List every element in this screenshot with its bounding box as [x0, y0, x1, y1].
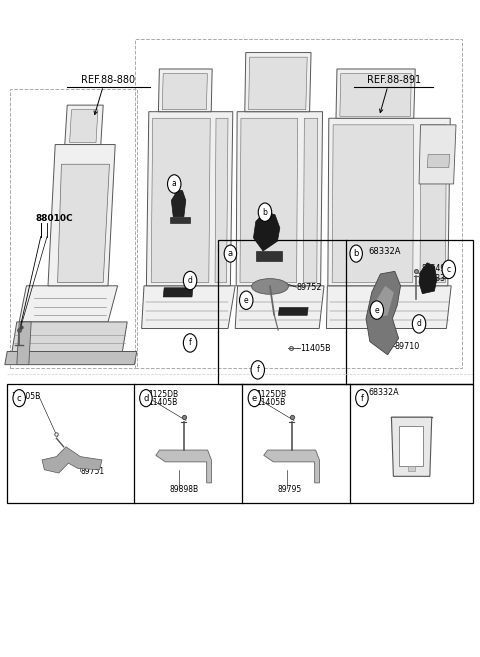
Text: 11405B: 11405B [256, 398, 285, 407]
Text: 89752: 89752 [297, 283, 322, 292]
Text: 68332A: 68332A [369, 388, 399, 397]
Polygon shape [235, 286, 324, 328]
Polygon shape [151, 118, 210, 283]
Circle shape [248, 390, 261, 407]
Text: c: c [447, 265, 451, 274]
Polygon shape [278, 307, 308, 315]
Text: f: f [360, 394, 363, 403]
Polygon shape [326, 286, 451, 328]
Polygon shape [48, 145, 115, 286]
Polygon shape [162, 74, 207, 110]
Polygon shape [328, 118, 450, 286]
Polygon shape [42, 447, 102, 473]
Text: c: c [17, 394, 22, 403]
Text: f: f [256, 365, 259, 374]
Text: d: d [143, 394, 149, 403]
Polygon shape [5, 351, 137, 365]
Circle shape [183, 334, 197, 352]
Polygon shape [408, 466, 415, 471]
Circle shape [13, 390, 25, 407]
Polygon shape [170, 217, 190, 223]
Text: 89710: 89710 [395, 342, 420, 351]
Text: e: e [252, 394, 257, 403]
Polygon shape [58, 164, 109, 283]
Circle shape [240, 291, 253, 309]
Text: 89795: 89795 [277, 485, 301, 494]
Text: REF.88-880: REF.88-880 [81, 76, 135, 85]
Text: 88010C: 88010C [36, 214, 73, 223]
Polygon shape [256, 251, 282, 261]
Circle shape [168, 175, 181, 193]
Text: REF.88-891: REF.88-891 [367, 76, 420, 85]
Circle shape [412, 315, 426, 333]
Polygon shape [158, 69, 212, 112]
Text: e: e [244, 296, 249, 305]
Text: 11405B: 11405B [300, 344, 331, 353]
Polygon shape [303, 118, 318, 283]
Text: e: e [374, 306, 379, 315]
Polygon shape [215, 118, 228, 283]
Text: 11405B: 11405B [11, 392, 40, 401]
Polygon shape [419, 263, 437, 294]
Polygon shape [171, 191, 186, 217]
Text: d: d [417, 319, 421, 328]
Text: 89751: 89751 [81, 466, 105, 476]
Text: 1125DB: 1125DB [256, 390, 286, 399]
Polygon shape [373, 286, 394, 317]
Polygon shape [419, 125, 456, 184]
Polygon shape [249, 57, 307, 110]
FancyBboxPatch shape [399, 426, 423, 466]
Text: 1125DB: 1125DB [148, 390, 178, 399]
Text: f: f [189, 338, 192, 348]
Circle shape [183, 271, 197, 290]
Polygon shape [142, 286, 235, 328]
Circle shape [224, 245, 237, 262]
Circle shape [370, 301, 384, 319]
Circle shape [140, 390, 152, 407]
Text: a: a [172, 179, 177, 189]
Polygon shape [332, 125, 414, 283]
Polygon shape [336, 69, 415, 118]
Text: 89898B: 89898B [169, 485, 198, 494]
Polygon shape [236, 112, 323, 286]
Circle shape [442, 260, 456, 279]
Polygon shape [391, 417, 432, 476]
Circle shape [350, 245, 362, 262]
Text: 68332A: 68332A [369, 247, 401, 256]
Polygon shape [240, 118, 298, 283]
Polygon shape [163, 288, 193, 297]
Polygon shape [366, 271, 400, 355]
Polygon shape [253, 212, 280, 251]
Polygon shape [340, 74, 411, 116]
Text: 11405B: 11405B [148, 398, 177, 407]
Polygon shape [427, 154, 450, 168]
Text: b: b [353, 249, 359, 258]
Text: d: d [188, 276, 192, 285]
Polygon shape [146, 112, 233, 286]
Circle shape [258, 203, 272, 221]
Polygon shape [17, 322, 31, 365]
Text: a: a [228, 249, 233, 258]
Ellipse shape [252, 279, 288, 294]
Polygon shape [264, 450, 320, 483]
Text: 11233: 11233 [421, 274, 445, 283]
Circle shape [356, 390, 368, 407]
Circle shape [251, 361, 264, 379]
Text: b: b [263, 208, 267, 217]
Polygon shape [12, 322, 127, 351]
Polygon shape [156, 450, 211, 483]
Polygon shape [420, 125, 446, 283]
Polygon shape [70, 110, 98, 143]
Polygon shape [245, 53, 311, 112]
Polygon shape [19, 286, 118, 322]
Polygon shape [65, 105, 103, 145]
Text: 86549: 86549 [421, 263, 445, 273]
